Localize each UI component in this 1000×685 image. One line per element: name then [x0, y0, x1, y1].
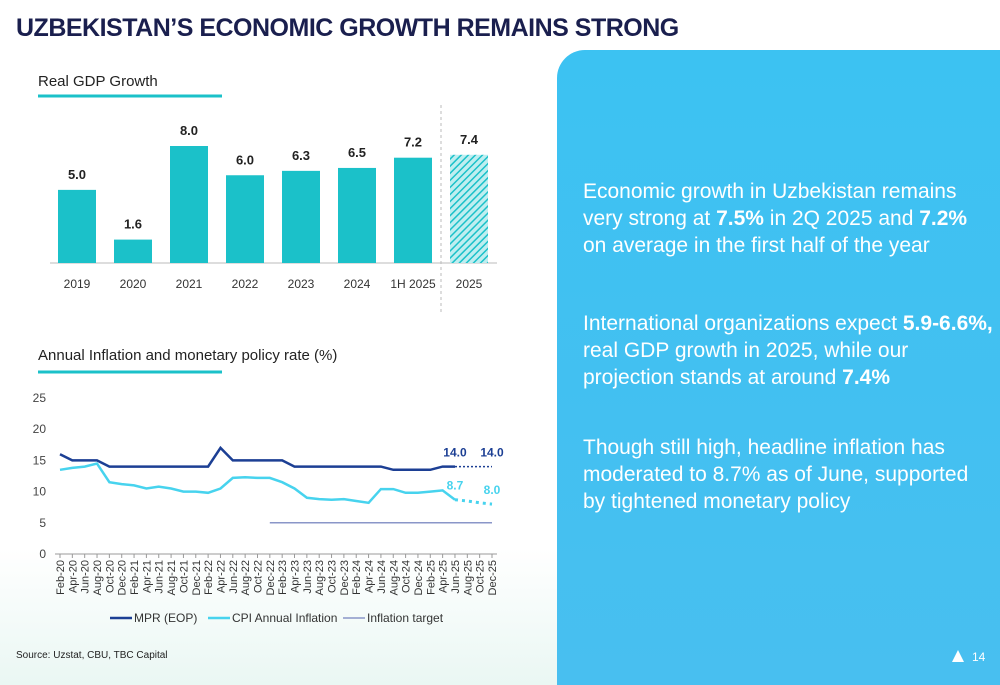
x-tick-label: Jun-24: [376, 560, 388, 594]
slide-title: UZBEKISTAN’S ECONOMIC GROWTH REMAINS STR…: [16, 14, 679, 42]
x-tick-label: Apr-22: [215, 560, 227, 593]
y-tick-label: 20: [33, 422, 47, 436]
x-tick-label: Oct-21: [178, 560, 190, 593]
x-tick-label: Aug-21: [166, 560, 178, 595]
x-tick-label: 2023: [288, 277, 315, 291]
paragraph: International organizations expect 5.9-6…: [583, 310, 993, 391]
paragraph: Though still high, headline inflation ha…: [583, 434, 993, 515]
data-label: 7.2: [404, 135, 422, 150]
x-tick-label: Dec-21: [191, 560, 203, 595]
x-tick-label: Apr-21: [141, 560, 153, 593]
x-tick-label: Dec-20: [117, 560, 129, 595]
data-label: 14.0: [443, 446, 467, 460]
text-panel: Economic growth in Uzbekistan remains ve…: [557, 50, 1000, 685]
bar: [170, 146, 208, 263]
text-segment: in 2Q 2025 and: [763, 207, 920, 230]
data-label: 5.0: [68, 167, 86, 182]
x-tick-label: Jun-23: [302, 560, 314, 594]
data-label: 6.3: [292, 148, 310, 163]
paragraph: Economic growth in Uzbekistan remains ve…: [583, 178, 993, 259]
bar: [58, 189, 96, 263]
chart-title: Annual Inflation and monetary policy rat…: [38, 347, 337, 364]
bar: [338, 167, 376, 263]
bar: [226, 175, 264, 263]
charts: Real GDP Growth 5.0 2019 1.6 2020 8.0 2021 6.0 2…: [33, 73, 504, 625]
x-tick-label: Apr-25: [438, 560, 450, 593]
x-tick-label: Feb-20: [55, 560, 67, 595]
page-number: 14: [972, 650, 986, 664]
x-tick-label: Apr-20: [67, 560, 79, 593]
x-tick-label: Feb-24: [351, 560, 363, 595]
series-line: [59, 445, 455, 472]
x-tick-label: Aug-20: [92, 560, 104, 595]
text-segment: 7.5%: [716, 207, 764, 230]
x-tick-label: Dec-25: [487, 560, 499, 595]
x-tick-label: 2019: [64, 277, 91, 291]
x-tick-label: Dec-23: [339, 560, 351, 595]
x-tick-label: Dec-24: [413, 560, 425, 595]
data-label: 1.6: [124, 217, 142, 232]
source: Source: Uzstat, CBU, TBC Capital: [16, 650, 168, 661]
bar: [114, 239, 152, 263]
x-tick-label: Aug-23: [314, 560, 326, 595]
text-segment: 5.9-6.6%,: [902, 312, 993, 335]
series-line: [59, 462, 456, 505]
x-tick-label: Aug-24: [388, 560, 400, 595]
text-segment: 7.4%: [842, 366, 891, 389]
x-tick-label: 1H 2025: [390, 277, 436, 291]
bar: [282, 170, 320, 263]
x-tick-label: Oct-22: [252, 560, 264, 593]
data-label: 8.0: [484, 483, 501, 497]
text-segment: Though still high, headline inflation ha…: [583, 436, 969, 513]
x-tick-label: Oct-25: [475, 560, 487, 593]
data-label: 6.0: [236, 152, 254, 167]
chart-title: Real GDP Growth: [38, 73, 158, 90]
text-segment: International organizations expect: [583, 312, 903, 335]
legend-label: MPR (EOP): [134, 611, 197, 625]
x-tick-label: Dec-22: [265, 560, 277, 595]
data-label: 7.4: [460, 132, 479, 147]
y-tick-label: 0: [39, 547, 46, 561]
data-label: 8.0: [180, 123, 198, 138]
x-tick-label: 2024: [344, 277, 371, 291]
data-label: 14.0: [480, 446, 504, 460]
x-tick-label: Oct-24: [401, 560, 413, 593]
legend-label: CPI Annual Inflation: [232, 611, 337, 625]
x-tick-label: 2022: [232, 277, 259, 291]
x-tick-label: Apr-24: [364, 560, 376, 593]
y-tick-label: 15: [33, 453, 47, 467]
x-tick-label: Jun-20: [80, 560, 92, 594]
text-segment: 7.2%: [919, 207, 968, 230]
x-tick-label: Oct-23: [327, 560, 339, 593]
x-tick-label: Jun-22: [228, 560, 240, 594]
legend-label: Inflation target: [367, 611, 444, 625]
text-segment: Economic growth in Uzbekistan remains ve…: [583, 180, 957, 230]
x-tick-label: Jun-25: [450, 560, 462, 594]
x-tick-label: Feb-25: [425, 560, 437, 595]
y-tick-label: 5: [39, 516, 46, 530]
x-tick-label: Aug-25: [462, 560, 474, 595]
x-tick-label: Oct-20: [104, 560, 116, 593]
text-segment: on average in the first half of the year: [583, 234, 930, 257]
x-tick-label: 2021: [176, 277, 203, 291]
text-segment: real GDP growth in 2025, while our proje…: [583, 339, 909, 389]
y-tick-label: 25: [33, 391, 47, 405]
bar: [450, 154, 488, 263]
data-label: 6.5: [348, 145, 366, 160]
y-tick-label: 10: [33, 485, 47, 499]
x-tick-label: Feb-21: [129, 560, 141, 595]
x-tick-label: 2020: [120, 277, 147, 291]
x-tick-label: 2025: [456, 277, 483, 291]
x-tick-label: Aug-22: [240, 560, 252, 595]
data-label: 8.7: [447, 479, 464, 493]
bar: [394, 157, 432, 263]
x-tick-label: Feb-22: [203, 560, 215, 595]
forecast-line: [454, 498, 493, 506]
x-tick-label: Jun-21: [154, 560, 166, 594]
x-tick-label: Feb-23: [277, 560, 289, 595]
x-tick-label: Apr-23: [290, 560, 302, 593]
